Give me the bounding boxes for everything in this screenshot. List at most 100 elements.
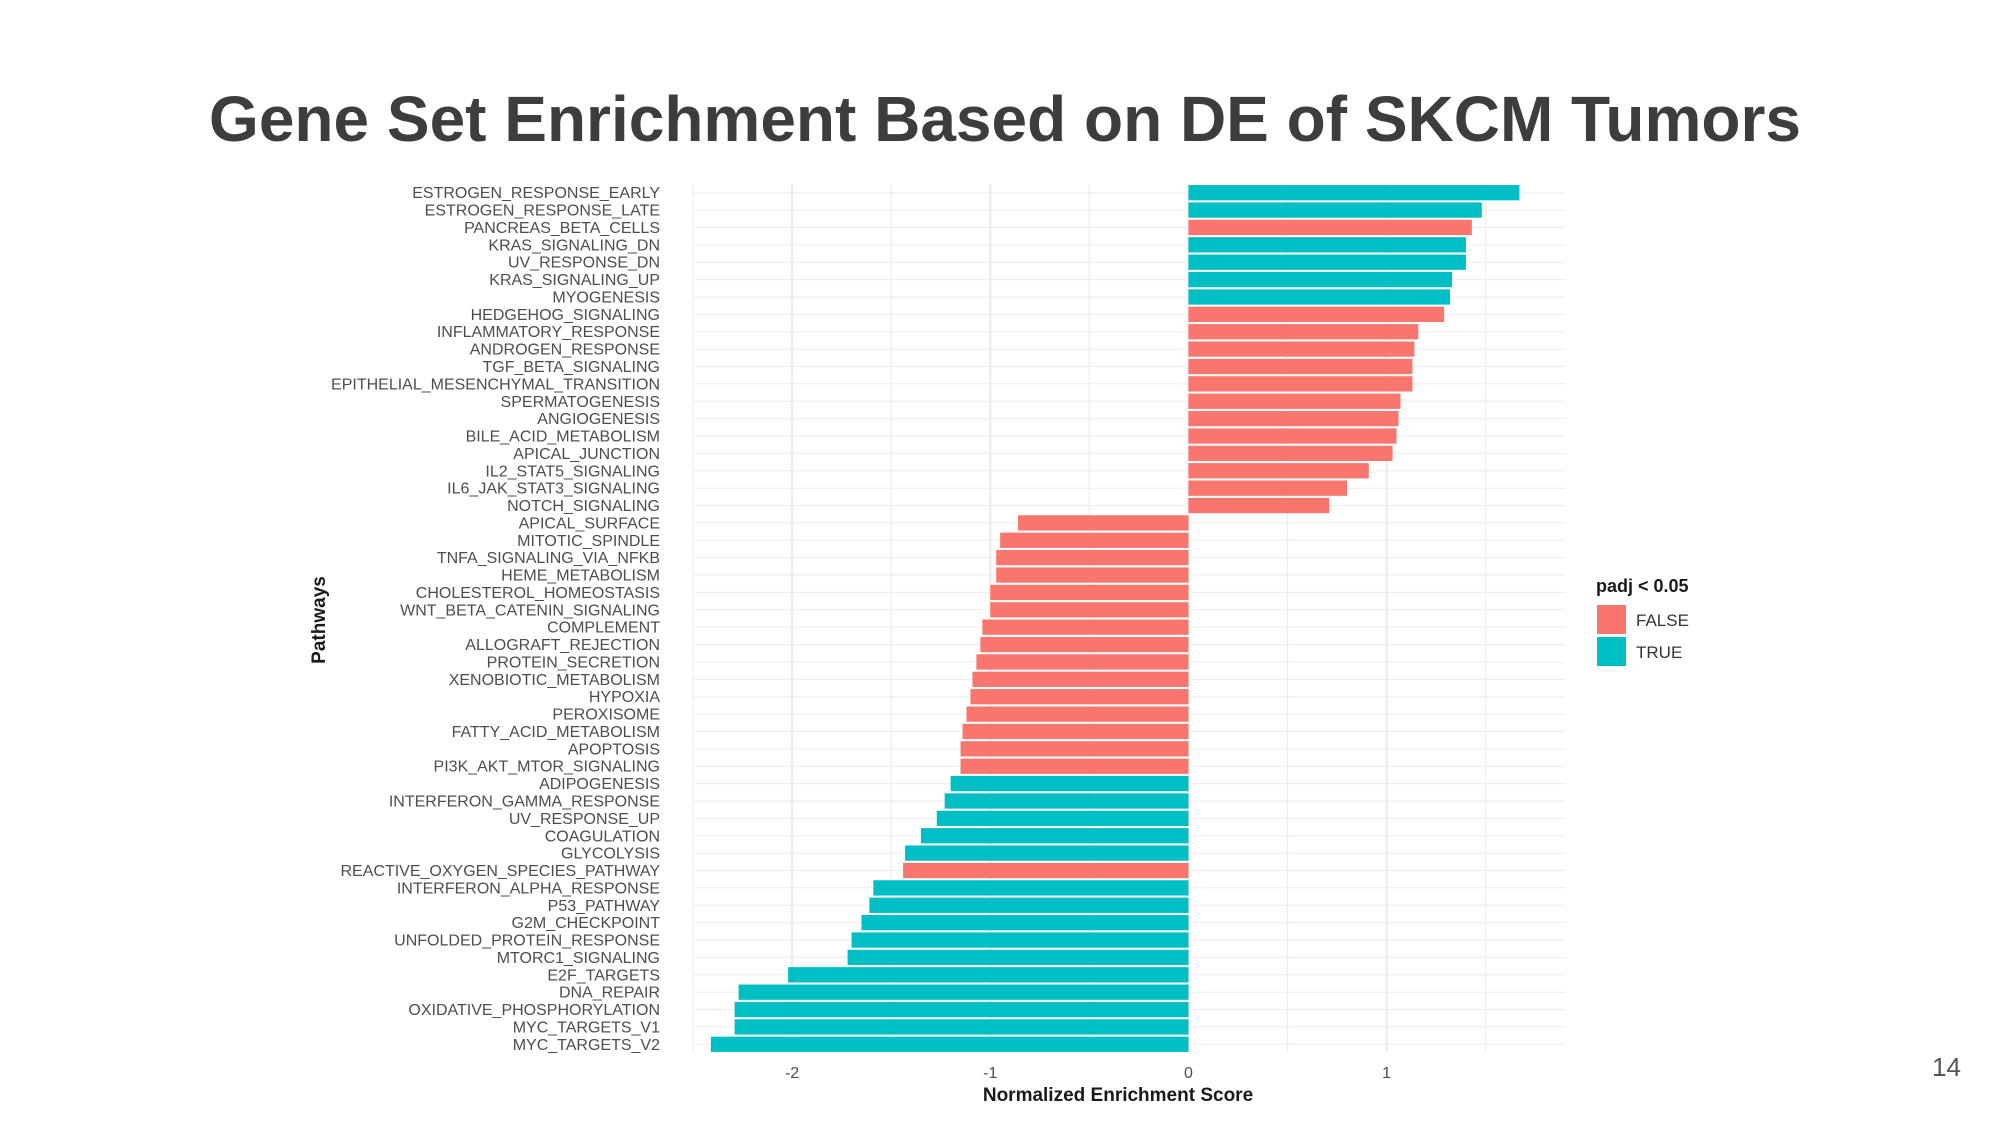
bar-il2-stat5-signaling [1188,463,1369,479]
legend-label-false: FALSE [1636,611,1689,630]
pathway-label: INFLAMMATORY_RESPONSE [437,324,660,341]
bar-kras-signaling-up [1188,271,1453,288]
pathway-label: ADIPOGENESIS [539,776,660,793]
bar-wnt-beta-catenin-signaling [990,602,1189,618]
pathway-label: MTORC1_SIGNALING [497,950,660,967]
bar-apical-junction [1188,445,1393,462]
bar-myc-targets-v1 [734,1019,1189,1035]
pathway-label: KRAS_SIGNALING_DN [488,237,660,254]
bar-pi3k-akt-mtor-signaling [960,758,1189,774]
bar-estrogen-response-late [1188,202,1482,218]
bar-bile-acid-metabolism [1188,428,1397,444]
pathway-label: FATTY_ACID_METABOLISM [452,724,660,741]
bar-protein-secretion [976,654,1189,670]
pathway-labels: ESTROGEN_RESPONSE_EARLYESTROGEN_RESPONSE… [331,185,660,1054]
bar-tnfa-signaling-via-nfkb [996,550,1189,566]
pathway-label: OXIDATIVE_PHOSPHORYLATION [408,1002,660,1019]
bar-g2m-checkpoint [861,915,1189,931]
bar-mitotic-spindle [1000,532,1189,548]
pathway-label: ANDROGEN_RESPONSE [470,342,660,359]
bar-hypoxia [970,689,1189,705]
bar-unfolded-protein-response [851,932,1189,948]
bar-spermatogenesis [1188,393,1401,409]
y-axis-title: Pathways [309,576,330,664]
legend: padj < 0.05 FALSE TRUE [1596,576,1689,666]
pathway-label: PEROXISOME [552,707,660,724]
pathway-label: PANCREAS_BETA_CELLS [464,220,660,237]
bar-adipogenesis [950,775,1189,792]
bar-interferon-alpha-response [873,880,1189,896]
bar-apical-surface [1018,515,1189,531]
bar-peroxisome [966,706,1189,722]
pathway-label: BILE_ACID_METABOLISM [466,429,660,446]
x-tick-label: 0 [1184,1065,1193,1082]
pathway-label: COAGULATION [545,828,660,845]
pathway-label: MYOGENESIS [552,289,660,306]
pathway-label: G2M_CHECKPOINT [512,915,661,932]
pathway-label: TNFA_SIGNALING_VIA_NFKB [437,550,660,567]
pathway-label: INTERFERON_ALPHA_RESPONSE [397,880,660,897]
bar-apoptosis [960,741,1189,757]
x-tick-label: -2 [785,1065,799,1082]
x-tick-label: 1 [1382,1065,1391,1082]
pathway-label: SPERMATOGENESIS [501,394,660,411]
pathway-label: TGF_BETA_SIGNALING [482,359,660,376]
x-tick-labels: -2 -1 0 1 [785,1065,1391,1082]
bar-uv-response-dn [1188,254,1466,270]
bar-glycolysis [905,845,1189,861]
bar-coagulation [920,828,1189,844]
pathway-label: ALLOGRAFT_REJECTION [465,637,660,654]
x-tick-label: -1 [983,1065,997,1082]
bar-xenobiotic-metabolism [972,671,1189,687]
bar-allograft-rejection [980,636,1189,653]
bar-notch-signaling [1188,497,1330,514]
pathway-label: HEME_METABOLISM [501,568,660,585]
x-axis-title: Normalized Enrichment Score [983,1085,1253,1106]
bar-angiogenesis [1188,410,1399,427]
slide-title: Gene Set Enrichment Based on DE of SKCM … [209,83,1801,155]
bar-epithelial-mesenchymal-transition [1188,376,1413,392]
legend-title: padj < 0.05 [1596,576,1689,596]
bar-uv-response-up [936,810,1189,827]
bar-inflammatory-response [1188,324,1419,340]
pathway-label: HEDGEHOG_SIGNALING [471,307,660,324]
pathway-label: ESTROGEN_RESPONSE_LATE [425,203,660,220]
legend-swatch-false [1597,605,1626,634]
legend-swatch-true [1597,637,1626,666]
bar-il6-jak-stat3-signaling [1188,480,1347,496]
bar-p53-pathway [869,897,1189,913]
pathway-label: PROTEIN_SECRETION [487,654,660,671]
pathway-label: UV_RESPONSE_UP [509,811,660,828]
pathway-label: COMPLEMENT [547,620,660,637]
pathway-label: MITOTIC_SPINDLE [517,533,660,550]
bar-dna-repair [738,984,1189,1000]
pathway-label: ESTROGEN_RESPONSE_EARLY [412,185,660,202]
bar-tgf-beta-signaling [1188,358,1413,375]
bar-kras-signaling-dn [1188,237,1466,253]
pathway-label: EPITHELIAL_MESENCHYMAL_TRANSITION [331,376,660,393]
bar-mtorc1-signaling [847,949,1189,966]
pathway-label: UNFOLDED_PROTEIN_RESPONSE [394,933,660,950]
pathway-label: WNT_BETA_CATENIN_SIGNALING [400,602,660,619]
pathway-label: IL2_STAT5_SIGNALING [485,463,660,480]
pathway-label: ANGIOGENESIS [537,411,660,428]
pathway-label: APOPTOSIS [568,741,660,758]
pathway-label: HYPOXIA [589,689,660,706]
pathway-label: DNA_REPAIR [559,985,660,1002]
legend-label-true: TRUE [1636,643,1682,662]
bar-interferon-gamma-response [944,793,1189,809]
bar-oxidative-phosphorylation [734,1001,1189,1018]
bar-e2f-targets [788,967,1189,983]
pathway-label: E2F_TARGETS [547,967,660,984]
pathway-label: P53_PATHWAY [548,898,661,915]
bar-hedgehog-signaling [1188,306,1445,322]
pathway-label: XENOBIOTIC_METABOLISM [449,672,660,689]
pathway-label: PI3K_AKT_MTOR_SIGNALING [434,759,660,776]
pathway-label: CHOLESTEROL_HOMEOSTASIS [416,585,660,602]
bar-androgen-response [1188,341,1415,357]
pathway-label: NOTCH_SIGNALING [507,498,660,515]
bar-estrogen-response-early [1188,185,1520,201]
pathway-label: MYC_TARGETS_V1 [513,1019,660,1036]
pathway-label: APICAL_JUNCTION [513,446,660,463]
bar-myc-targets-v2 [710,1036,1189,1052]
